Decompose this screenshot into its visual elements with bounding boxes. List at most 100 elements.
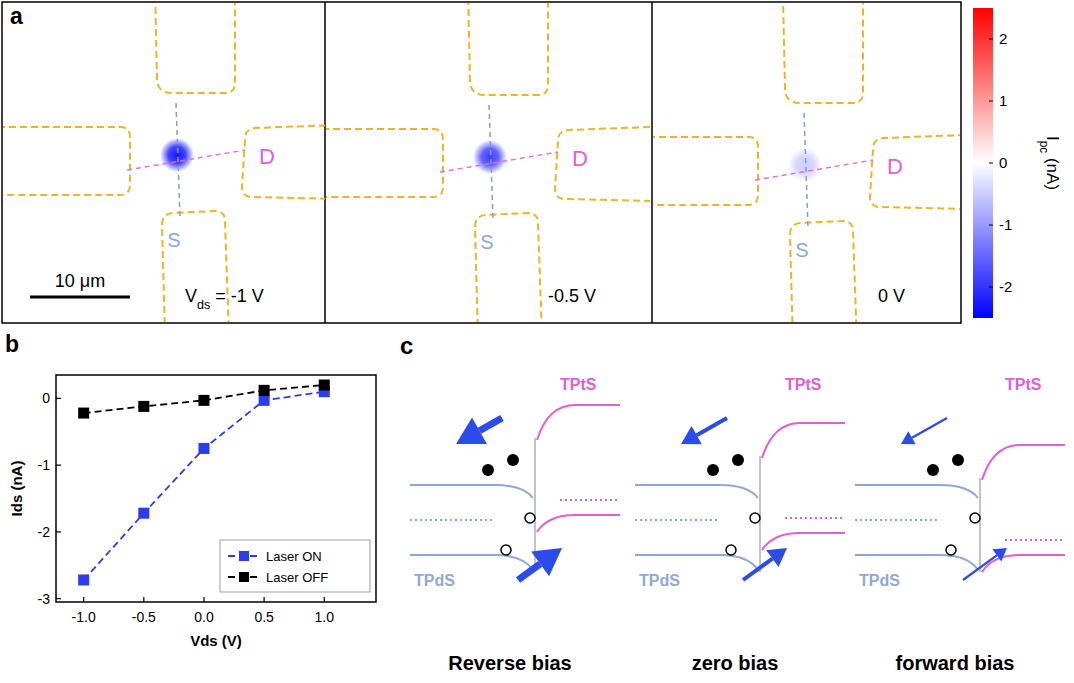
series-marker <box>198 443 209 454</box>
carrier-arrow <box>697 418 727 435</box>
material-label: TPtS <box>1005 376 1042 393</box>
colorbar-tick <box>989 287 993 288</box>
panel-letter: b <box>5 331 19 357</box>
map <box>3 3 325 322</box>
plot-frame <box>56 375 376 602</box>
colorbar-tick <box>989 101 993 102</box>
material-label: TPtS <box>785 376 822 393</box>
panel-frame <box>2 2 961 323</box>
fermi-level <box>785 517 845 519</box>
drain-label: D <box>572 146 588 171</box>
scale-bar-label: 10 μm <box>55 271 105 291</box>
colorbar-tick-label: 0 <box>999 154 1007 171</box>
source-line <box>804 113 808 227</box>
colorbar-title: Ipc (nA) <box>1037 136 1062 190</box>
x-tick <box>324 597 325 602</box>
colorbar-tick-label: 2 <box>999 30 1007 47</box>
text-part: (nA) <box>1043 153 1062 190</box>
y-tick <box>56 398 61 399</box>
fermi-level <box>855 519 940 521</box>
x-tick-label: -1.0 <box>72 609 96 625</box>
band-diagram: TPtSTPdS <box>635 376 845 589</box>
drain-label: D <box>887 154 903 179</box>
hole <box>501 545 511 555</box>
electrode-outline <box>468 3 548 95</box>
hole <box>726 545 736 555</box>
hole <box>525 513 535 523</box>
text-part: pc <box>1037 141 1051 154</box>
drain-label: D <box>259 144 275 169</box>
y-tick <box>56 598 61 599</box>
diagram-caption: Reverse bias <box>448 652 571 674</box>
bias-label: -0.5 V <box>548 286 596 306</box>
drain-line <box>127 150 245 170</box>
electron <box>732 454 744 466</box>
electrode-outline <box>653 137 758 205</box>
junction <box>980 478 981 572</box>
hole <box>750 513 760 523</box>
band-edge <box>762 423 845 458</box>
material-label: TPdS <box>859 572 900 589</box>
drain-line <box>440 152 558 172</box>
y-tick <box>56 531 61 532</box>
band-edge <box>410 555 533 570</box>
carrier-arrow <box>480 418 502 431</box>
electron <box>952 454 964 466</box>
hole <box>946 545 956 555</box>
x-tick-label: -0.5 <box>132 609 156 625</box>
panel-letter: a <box>10 3 23 29</box>
bias-label: Vds = -1 V <box>185 286 264 312</box>
diagram-caption: forward bias <box>896 652 1015 674</box>
x-tick-label: 1.0 <box>315 609 335 625</box>
band-edge <box>635 485 758 498</box>
colorbar-tick-label: -1 <box>999 216 1012 233</box>
electrode-outline <box>870 135 960 209</box>
colorbar-tick <box>989 225 993 226</box>
electrode-outline <box>3 127 130 195</box>
series-marker <box>259 395 270 406</box>
panel-divider <box>324 2 326 323</box>
fermi-level <box>1005 539 1065 541</box>
material-label: TPtS <box>560 376 597 393</box>
electrode-outline <box>242 125 325 199</box>
series-marker <box>198 395 209 406</box>
x-tick <box>143 597 144 602</box>
text-part: 0 V <box>878 286 905 306</box>
series-marker <box>78 408 89 419</box>
text-part: = -1 V <box>210 286 264 306</box>
x-tick <box>203 597 204 602</box>
fermi-level <box>635 519 720 521</box>
legend: Laser ONLaser OFF <box>220 540 370 592</box>
source-label: S <box>167 229 180 251</box>
y-tick-label: -2 <box>38 524 51 540</box>
carrier-arrow <box>963 555 997 580</box>
diagram-caption: zero bias <box>692 652 779 674</box>
fermi-level <box>560 499 620 501</box>
x-tick-label: 0.0 <box>194 609 214 625</box>
plot-data <box>78 380 330 586</box>
arrow-head <box>766 548 787 567</box>
x-tick-label: 0.5 <box>254 609 274 625</box>
band-edge <box>855 485 978 498</box>
series-marker <box>138 401 149 412</box>
legend-label: Laser ON <box>266 549 322 564</box>
legend-marker <box>239 572 249 582</box>
fermi-level <box>410 519 495 521</box>
y-tick-label: 0 <box>42 390 50 406</box>
carrier-arrow <box>518 564 540 580</box>
drain-line <box>755 160 873 180</box>
source-line <box>489 105 493 219</box>
electron <box>482 464 494 476</box>
band-edge <box>982 445 1065 480</box>
series-marker <box>138 508 149 519</box>
legend-box <box>220 540 370 592</box>
arrow-head <box>681 426 702 444</box>
y-axis-title: Ids (nA) <box>8 461 25 517</box>
electrode-outline <box>475 213 542 322</box>
band-edge <box>635 555 758 570</box>
series-marker <box>78 574 89 585</box>
electron <box>707 464 719 476</box>
band-edge <box>537 405 620 440</box>
series-line <box>84 392 325 580</box>
band-diagram: TPtSTPdS <box>410 376 620 589</box>
